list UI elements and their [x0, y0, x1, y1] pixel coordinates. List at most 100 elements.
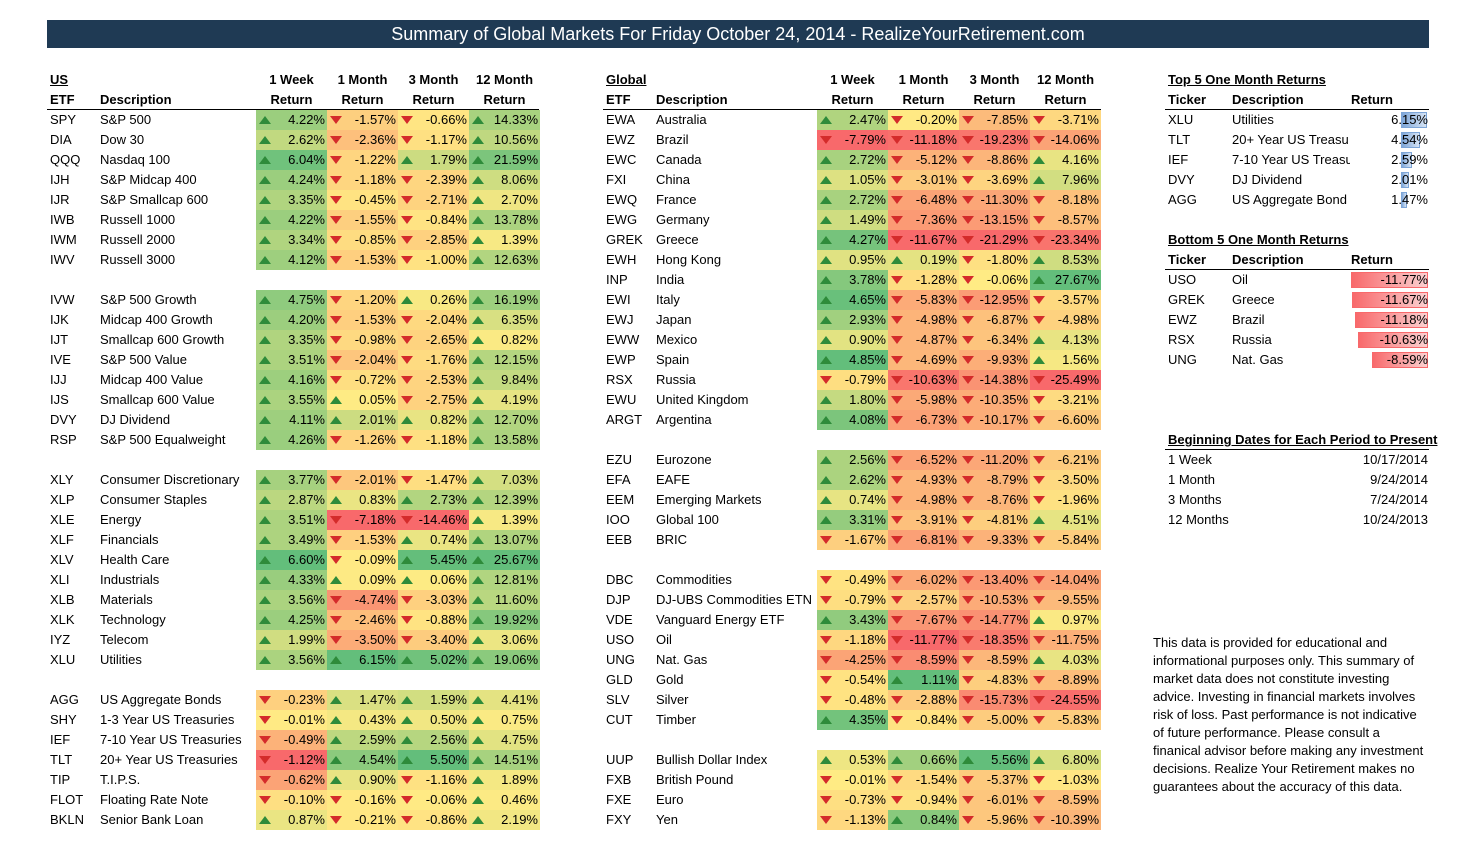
return-cell: -14.77% — [959, 610, 1030, 630]
ticker-cell: EEB — [606, 532, 633, 547]
up-arrow-icon — [1033, 756, 1045, 764]
description-cell: S&P Smallcap 600 — [100, 192, 209, 207]
down-arrow-icon — [962, 616, 974, 624]
return-value: 16.19% — [493, 292, 538, 307]
down-arrow-icon — [401, 236, 413, 244]
up-arrow-icon — [259, 636, 271, 644]
return-cell: 2.72% — [817, 190, 888, 210]
return-cell: 13.07% — [469, 530, 540, 550]
return-value: 3.35% — [288, 332, 325, 347]
ticker-cell: SPY — [50, 112, 77, 127]
down-arrow-icon — [962, 136, 974, 144]
header-ticker: Ticker — [1168, 252, 1207, 267]
description-cell: Emerging Markets — [656, 492, 762, 507]
return-cell: -3.50% — [327, 630, 398, 650]
table-row: EWG Germany 1.49% -7.36% -13.15% -8.57% — [603, 210, 1101, 230]
return-value: 1.59% — [430, 692, 467, 707]
period-label: 12 Months — [1168, 512, 1229, 527]
return-value: -0.49% — [844, 572, 886, 587]
ticker-cell: XLU — [50, 652, 76, 667]
return-value: -0.23% — [283, 692, 325, 707]
return-value: 2.56% — [849, 452, 886, 467]
up-arrow-icon — [820, 176, 832, 184]
return-cell: 0.82% — [469, 330, 540, 350]
return-cell: -0.79% — [817, 590, 888, 610]
data-bar — [1355, 312, 1428, 328]
return-value: 4.54% — [1391, 132, 1428, 147]
date-row: 1 Week 10/17/2014 — [1165, 450, 1429, 470]
return-cell: -2.04% — [327, 350, 398, 370]
description-cell: Russia — [1232, 332, 1272, 347]
return-cell: -18.35% — [959, 630, 1030, 650]
return-cell: 4.12% — [256, 250, 327, 270]
down-arrow-icon — [891, 396, 903, 404]
return-value: 4.19% — [501, 392, 538, 407]
down-arrow-icon — [1033, 776, 1045, 784]
up-arrow-icon — [401, 536, 413, 544]
down-arrow-icon — [891, 296, 903, 304]
table-header-bottom: ETF Description Return Return Return Return — [47, 90, 539, 110]
return-cell: 0.95% — [817, 250, 888, 270]
return-cell: -3.21% — [1030, 390, 1101, 410]
down-arrow-icon — [1033, 816, 1045, 824]
down-arrow-icon — [330, 156, 342, 164]
return-cell: -14.04% — [1030, 570, 1101, 590]
return-cell: -1.16% — [398, 770, 469, 790]
return-cell: -2.71% — [398, 190, 469, 210]
description-cell: Dow 30 — [100, 132, 145, 147]
down-arrow-icon — [1033, 416, 1045, 424]
return-value: 4.22% — [288, 112, 325, 127]
header-return: Return — [1044, 92, 1087, 107]
up-arrow-icon — [259, 156, 271, 164]
down-arrow-icon — [401, 336, 413, 344]
return-value: -6.01% — [986, 792, 1028, 807]
return-cell: -6.60% — [1030, 410, 1101, 430]
ticker-cell: IJH — [50, 172, 70, 187]
down-arrow-icon — [962, 296, 974, 304]
return-value: -5.83% — [1057, 712, 1099, 727]
return-value: -1.80% — [986, 252, 1028, 267]
return-cell: -8.79% — [959, 470, 1030, 490]
return-value: 12.15% — [493, 352, 538, 367]
return-value: 10.56% — [493, 132, 538, 147]
return-value: -13.40% — [979, 572, 1028, 587]
header-description: Description — [656, 92, 728, 107]
return-value: -4.98% — [915, 492, 957, 507]
return-cell: 4.65% — [817, 290, 888, 310]
return-cell: -6.21% — [1030, 450, 1101, 470]
up-arrow-icon — [1033, 176, 1045, 184]
return-value: 4.25% — [288, 612, 325, 627]
ticker-cell: GLD — [606, 672, 633, 687]
return-value: -0.85% — [354, 232, 396, 247]
return-value: -2.57% — [915, 592, 957, 607]
up-arrow-icon — [472, 356, 484, 364]
return-value: -1.26% — [354, 432, 396, 447]
return-cell: 19.06% — [469, 650, 540, 670]
up-arrow-icon — [259, 296, 271, 304]
up-arrow-icon — [472, 256, 484, 264]
return-value: 9.84% — [501, 372, 538, 387]
return-value: -11.18% — [909, 132, 957, 147]
return-value: -0.62% — [283, 772, 325, 787]
rank-title-text: Bottom 5 One Month Returns — [1168, 232, 1349, 247]
down-arrow-icon — [401, 136, 413, 144]
return-cell: 6.60% — [256, 550, 327, 570]
table-row: XLE Energy 3.51% -7.18% -14.46% 1.39% — [47, 510, 540, 530]
header-return: Return — [270, 92, 313, 107]
description-cell: Global 100 — [656, 512, 719, 527]
return-cell: 4.54% — [327, 750, 398, 770]
up-arrow-icon — [820, 316, 832, 324]
return-value: -14.46% — [418, 512, 467, 527]
down-arrow-icon — [259, 716, 271, 724]
return-value: -2.65% — [425, 332, 467, 347]
description-cell: Japan — [656, 312, 692, 327]
return-value: -2.53% — [425, 372, 467, 387]
return-cell: 4.22% — [256, 110, 327, 130]
ticker-cell: FXI — [606, 172, 627, 187]
return-cell: -5.00% — [959, 710, 1030, 730]
down-arrow-icon — [891, 596, 903, 604]
return-value: -8.86% — [986, 152, 1028, 167]
return-value: 4.41% — [501, 692, 538, 707]
return-value: 2.72% — [849, 192, 886, 207]
return-cell: 3.43% — [817, 610, 888, 630]
